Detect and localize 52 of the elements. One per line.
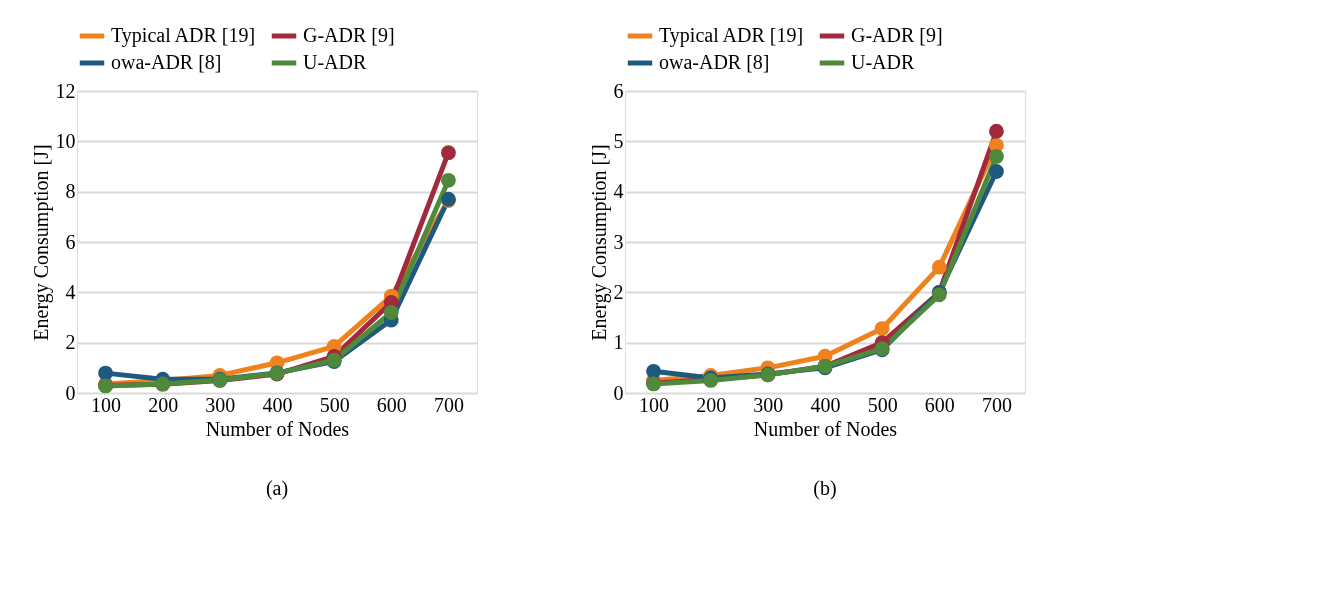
y-tick-label: 2 — [65, 331, 76, 354]
y-tick-label: 6 — [65, 230, 76, 253]
y-tick-label: 10 — [55, 129, 76, 152]
y-tick-label: 1 — [613, 331, 624, 354]
x-tick-label: 100 — [639, 393, 670, 416]
x-tick-label: 600 — [376, 393, 407, 416]
x-tick-label: 700 — [433, 393, 464, 416]
legend-label: owa-ADR [8] — [111, 51, 222, 73]
y-tick-label: 3 — [613, 230, 624, 253]
x-tick-label: 700 — [981, 393, 1012, 416]
legend-label: U-ADR — [851, 51, 915, 73]
y-tick-label: 8 — [65, 180, 76, 203]
y-tick-label: 4 — [65, 280, 76, 303]
x-axis-title: Number of Nodes — [205, 417, 350, 440]
legend-label: G-ADR [9] — [851, 24, 943, 46]
point — [98, 365, 113, 381]
legend-label: owa-ADR [8] — [659, 51, 770, 73]
point — [874, 321, 890, 336]
point — [989, 123, 1004, 139]
legend-label: Typical ADR [19] — [659, 24, 804, 47]
y-tick-label: 12 — [55, 79, 76, 102]
x-tick-label: 400 — [262, 393, 293, 416]
x-tick-label: 300 — [205, 393, 236, 416]
x-tick-label: 300 — [753, 393, 784, 416]
y-tick-label: 0 — [613, 381, 624, 404]
y-axis-title: Energy Consumption [J] — [587, 144, 611, 341]
point — [441, 145, 456, 161]
y-tick-label: 5 — [613, 129, 624, 152]
x-tick-label: 400 — [810, 393, 841, 416]
y-tick-label: 2 — [613, 280, 624, 303]
x-tick-label: 200 — [696, 393, 727, 416]
x-tick-label: 500 — [319, 393, 350, 416]
point — [989, 164, 1004, 179]
y-tick-label: 6 — [613, 79, 624, 102]
point — [646, 363, 661, 379]
x-tick-label: 200 — [148, 393, 179, 416]
point — [383, 305, 399, 320]
x-tick-label: 100 — [91, 393, 122, 416]
point — [989, 149, 1004, 164]
y-tick-label: 4 — [613, 180, 624, 203]
point — [441, 172, 456, 188]
text: (a) — [265, 477, 289, 500]
x-tick-label: 500 — [867, 393, 898, 416]
y-axis-title: Energy Consumption [J] — [29, 144, 53, 341]
x-tick-label: 600 — [924, 393, 955, 416]
point — [931, 259, 947, 275]
legend-label: U-ADR — [303, 51, 367, 73]
legend-label: G-ADR [9] — [303, 24, 395, 46]
text: (b) — [813, 477, 837, 500]
y-tick-label: 0 — [65, 381, 76, 404]
legend-label: Typical ADR [19] — [111, 24, 256, 47]
x-axis-title: Number of Nodes — [753, 417, 898, 440]
